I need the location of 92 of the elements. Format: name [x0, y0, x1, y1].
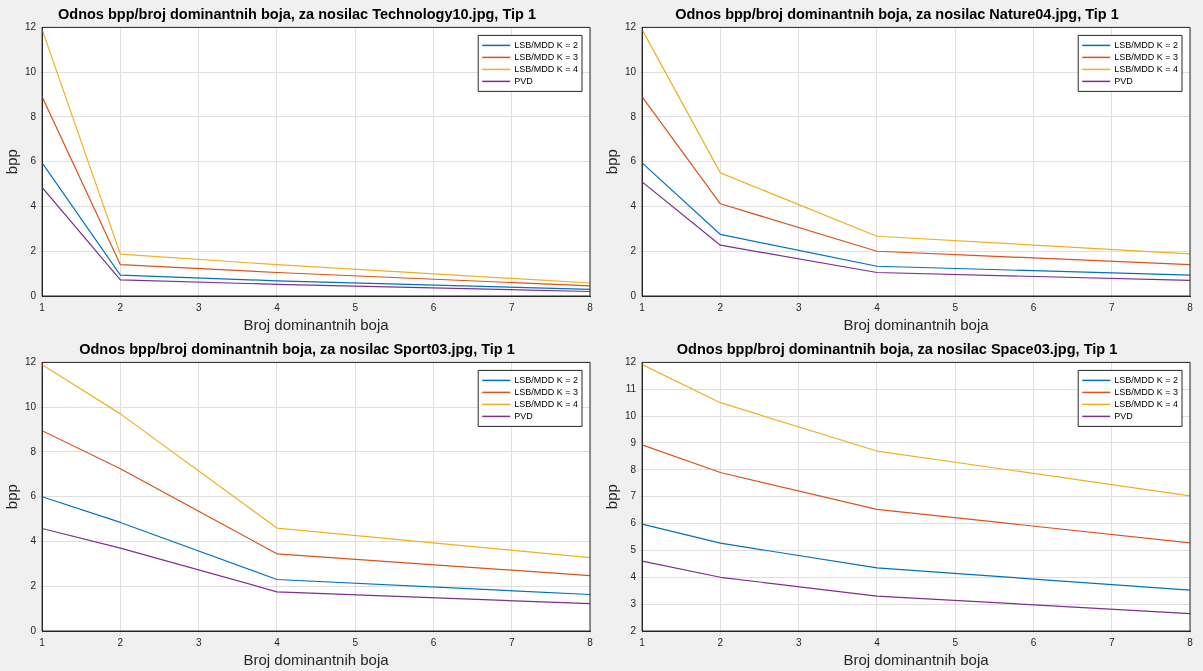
y-tick-label: 6 — [30, 155, 37, 167]
x-tick-label: 4 — [274, 301, 281, 313]
legend-label: LSB/MDD K = 4 — [1114, 398, 1179, 409]
x-tick-label: 8 — [587, 636, 594, 648]
y-tick-label: 12 — [25, 21, 37, 33]
x-tick-label: 1 — [39, 301, 46, 313]
y-tick-label: 0 — [630, 289, 637, 301]
y-tick-label: 10 — [625, 409, 637, 421]
chart-title: Odnos bpp/broj dominantnih boja, za nosilac Technology10.jpg, Tip 1 — [58, 5, 536, 22]
x-tick-label: 3 — [795, 636, 802, 648]
y-axis-title: bpp — [3, 484, 21, 510]
x-tick-label: 2 — [117, 301, 124, 313]
y-tick-label: 5 — [630, 544, 637, 556]
x-axis-title: Broj dominantnih boja — [243, 651, 390, 669]
y-tick-label: 12 — [625, 356, 637, 368]
x-tick-label: 6 — [1030, 301, 1037, 313]
x-tick-label: 1 — [639, 636, 646, 648]
x-tick-label: 3 — [195, 636, 202, 648]
y-tick-label: 12 — [625, 21, 637, 33]
y-tick-label: 11 — [625, 383, 637, 395]
legend-label: LSB/MDD K = 4 — [514, 398, 579, 409]
x-tick-label: 8 — [587, 301, 594, 313]
legend-label: LSB/MDD K = 3 — [1114, 51, 1179, 62]
x-tick-label: 5 — [952, 636, 959, 648]
y-tick-label: 6 — [630, 155, 637, 167]
y-tick-label: 3 — [630, 597, 637, 609]
x-tick-label: 4 — [874, 636, 881, 648]
y-tick-label: 6 — [30, 490, 37, 502]
x-tick-label: 2 — [717, 301, 724, 313]
x-tick-label: 8 — [1187, 636, 1194, 648]
legend-label: PVD — [1114, 75, 1134, 86]
legend-label: LSB/MDD K = 2 — [514, 39, 579, 50]
x-tick-label: 4 — [274, 636, 281, 648]
legend-label: LSB/MDD K = 4 — [1114, 63, 1179, 74]
y-tick-label: 2 — [30, 244, 37, 256]
legend-label: PVD — [514, 410, 534, 421]
y-tick-label: 10 — [25, 400, 37, 412]
x-tick-label: 7 — [1108, 636, 1115, 648]
y-tick-label: 10 — [25, 65, 37, 77]
x-tick-label: 2 — [717, 636, 724, 648]
y-tick-label: 8 — [30, 445, 37, 457]
x-tick-label: 8 — [1187, 301, 1194, 313]
legend-label: LSB/MDD K = 3 — [514, 51, 579, 62]
legend-label: PVD — [1114, 410, 1134, 421]
x-tick-label: 7 — [508, 301, 515, 313]
legend-label: LSB/MDD K = 2 — [1114, 374, 1179, 385]
x-tick-label: 3 — [795, 301, 802, 313]
legend-label: LSB/MDD K = 2 — [1114, 39, 1179, 50]
x-tick-label: 6 — [430, 636, 437, 648]
x-tick-label: 5 — [352, 301, 359, 313]
x-tick-label: 7 — [1108, 301, 1115, 313]
x-tick-label: 7 — [508, 636, 515, 648]
y-tick-label: 4 — [630, 571, 637, 583]
x-tick-label: 6 — [1030, 636, 1037, 648]
legend-label: LSB/MDD K = 2 — [514, 374, 579, 385]
y-axis-title: bpp — [603, 149, 621, 175]
x-tick-label: 1 — [39, 636, 46, 648]
y-tick-label: 2 — [30, 579, 37, 591]
y-tick-label: 8 — [630, 463, 637, 475]
legend-label: LSB/MDD K = 3 — [1114, 386, 1179, 397]
y-tick-label: 4 — [30, 200, 37, 212]
y-axis-title: bpp — [603, 484, 621, 510]
x-axis-title: Broj dominantnih boja — [243, 316, 390, 334]
y-tick-label: 12 — [25, 356, 37, 368]
x-tick-label: 2 — [117, 636, 124, 648]
x-tick-label: 5 — [952, 301, 959, 313]
x-tick-label: 4 — [874, 301, 881, 313]
y-tick-label: 2 — [630, 244, 637, 256]
y-tick-label: 0 — [30, 289, 37, 301]
y-tick-label: 7 — [630, 490, 637, 502]
chart-title: Odnos bpp/broj dominantnih boja, za nosilac Space03.jpg, Tip 1 — [676, 340, 1118, 357]
y-tick-label: 0 — [30, 624, 37, 636]
y-axis-title: bpp — [3, 149, 21, 175]
y-tick-label: 8 — [630, 110, 637, 122]
x-axis-title: Broj dominantnih boja — [843, 651, 990, 669]
y-tick-label: 4 — [630, 200, 637, 212]
legend-label: LSB/MDD K = 4 — [514, 63, 579, 74]
y-tick-label: 4 — [30, 535, 37, 547]
y-tick-label: 8 — [30, 110, 37, 122]
legend-label: PVD — [514, 75, 534, 86]
x-tick-label: 6 — [430, 301, 437, 313]
y-tick-label: 2 — [630, 624, 637, 636]
x-tick-label: 5 — [352, 636, 359, 648]
y-tick-label: 6 — [630, 517, 637, 529]
y-tick-label: 9 — [630, 436, 637, 448]
x-axis-title: Broj dominantnih boja — [843, 316, 990, 334]
legend-label: LSB/MDD K = 3 — [514, 386, 579, 397]
x-tick-label: 1 — [639, 301, 646, 313]
x-tick-label: 3 — [195, 301, 202, 313]
y-tick-label: 10 — [625, 65, 637, 77]
chart-title: Odnos bpp/broj dominantnih boja, za nosilac Nature04.jpg, Tip 1 — [675, 5, 1119, 22]
chart-title: Odnos bpp/broj dominantnih boja, za nosilac Sport03.jpg, Tip 1 — [79, 340, 515, 357]
